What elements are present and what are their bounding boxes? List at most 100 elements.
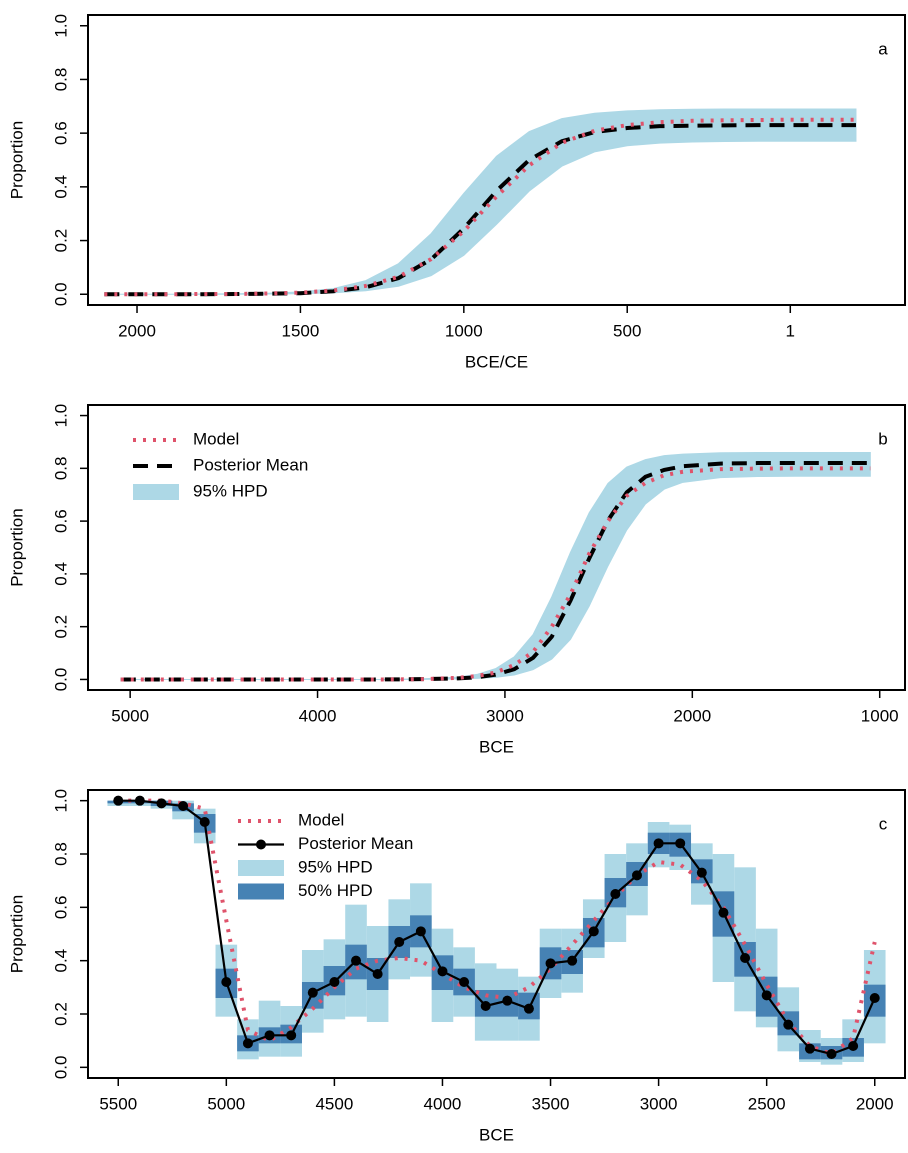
mean-point (351, 955, 362, 966)
x-axis-label: BCE/CE (465, 352, 528, 371)
x-tick-label: 3000 (640, 1094, 678, 1113)
x-tick-label: 5000 (111, 706, 149, 725)
y-tick-label: 0.2 (51, 229, 70, 253)
mean-point (221, 977, 232, 987)
y-tick-label: 0.2 (51, 1002, 70, 1026)
mean-point (523, 1003, 534, 1014)
series-line (118, 798, 877, 1057)
mean-point (826, 1049, 837, 1059)
x-tick-label: 5000 (207, 1094, 245, 1113)
y-tick-label: 0.6 (51, 896, 70, 920)
x-tick-label: 4000 (424, 1094, 462, 1113)
mean-point (869, 993, 880, 1003)
mean-point (329, 977, 340, 987)
mean-point (740, 953, 751, 963)
mean-point (264, 1030, 275, 1041)
mean-point (113, 795, 124, 806)
y-tick-label: 0.0 (51, 668, 70, 692)
mean-point (761, 990, 772, 1001)
x-tick-label: 1500 (282, 321, 320, 340)
y-tick-label: 0.2 (51, 615, 70, 639)
mean-point (199, 817, 210, 827)
y-tick-label: 0.8 (51, 457, 70, 481)
series-line (104, 117, 856, 297)
legend-label: 50% HPD (298, 881, 373, 900)
mean-point (545, 958, 556, 969)
legend-label: 95% HPD (193, 481, 268, 500)
x-tick-label: 500 (613, 321, 641, 340)
y-tick-label: 0.4 (51, 562, 70, 586)
mean-point (502, 995, 513, 1006)
y-axis-label: Proportion (7, 895, 26, 973)
panel-label: a (878, 39, 888, 58)
mean-point (631, 870, 642, 881)
mean-point (610, 889, 621, 899)
y-tick-label: 0.4 (51, 175, 70, 199)
hpd-bar (734, 867, 756, 1012)
panel-label: c (879, 814, 888, 833)
mean-point (588, 926, 599, 937)
x-tick-label: 4500 (315, 1094, 353, 1113)
mean-point (437, 966, 448, 977)
x-tick-label: 1000 (861, 706, 899, 725)
y-tick-label: 0.4 (51, 949, 70, 973)
y-axis-label: Proportion (7, 508, 26, 586)
legend-label: Posterior Mean (193, 455, 308, 474)
x-tick-label: 3500 (532, 1094, 570, 1113)
legend-swatch (238, 860, 284, 876)
legend-swatch (133, 484, 179, 500)
y-tick-label: 1.0 (51, 789, 70, 813)
x-tick-label: 2000 (856, 1094, 894, 1113)
x-tick-label: 2500 (748, 1094, 786, 1113)
mean-point (567, 955, 578, 966)
legend-label: Model (298, 810, 344, 829)
series-line (104, 123, 856, 297)
y-tick-label: 0.0 (51, 282, 70, 306)
x-axis-label: BCE (479, 1125, 514, 1144)
mean-point (696, 867, 707, 878)
panel: 0.0 0.2 0.4 0.6 0.8 1.0 5500 5000 4500 4000 3500 30… (7, 789, 906, 1144)
mean-point (372, 969, 383, 979)
x-tick-label: 1 (786, 321, 795, 340)
y-tick-label: 0.0 (51, 1056, 70, 1080)
hpd-band (104, 108, 857, 295)
panel: 0.0 0.2 0.4 0.6 0.8 1.0 5000 4000 3000 2000 1000 BC… (7, 404, 906, 756)
x-tick-label: 4000 (299, 706, 337, 725)
legend-label: 95% HPD (298, 857, 373, 876)
plot-frame (87, 789, 906, 1079)
panel-label: b (878, 429, 887, 448)
mean-point (134, 795, 145, 806)
mean-point (718, 907, 729, 918)
legend-label: Model (193, 429, 239, 448)
mean-point (653, 838, 664, 849)
mean-point (178, 801, 189, 811)
mean-point (394, 937, 405, 947)
legend-swatch (238, 883, 284, 900)
x-tick-label: 2000 (118, 321, 156, 340)
mean-point (242, 1038, 253, 1049)
mean-point (480, 1001, 491, 1011)
y-tick-label: 0.8 (51, 842, 70, 866)
x-tick-label: 2000 (673, 706, 711, 725)
y-tick-label: 1.0 (51, 404, 70, 428)
mean-point (286, 1030, 297, 1041)
x-tick-label: 3000 (486, 706, 524, 725)
y-tick-label: 1.0 (51, 14, 70, 38)
x-axis-label: BCE (479, 737, 514, 756)
series-line (120, 461, 871, 682)
series-line (120, 466, 871, 682)
mean-point (675, 838, 686, 849)
mean-point (783, 1019, 794, 1030)
mean-point (307, 987, 318, 998)
panel: 0.0 0.2 0.4 0.6 0.8 1.0 2000 1500 1000 500 1 BCE/CE… (7, 14, 906, 371)
plot-frame (87, 404, 906, 691)
y-tick-label: 0.6 (51, 509, 70, 533)
y-tick-label: 0.6 (51, 121, 70, 145)
x-tick-label: 5500 (99, 1094, 137, 1113)
x-tick-label: 1000 (445, 321, 483, 340)
legend-label: Posterior Mean (298, 834, 413, 853)
mean-point (156, 798, 167, 809)
mean-point (415, 926, 426, 937)
series-line (118, 799, 876, 1056)
